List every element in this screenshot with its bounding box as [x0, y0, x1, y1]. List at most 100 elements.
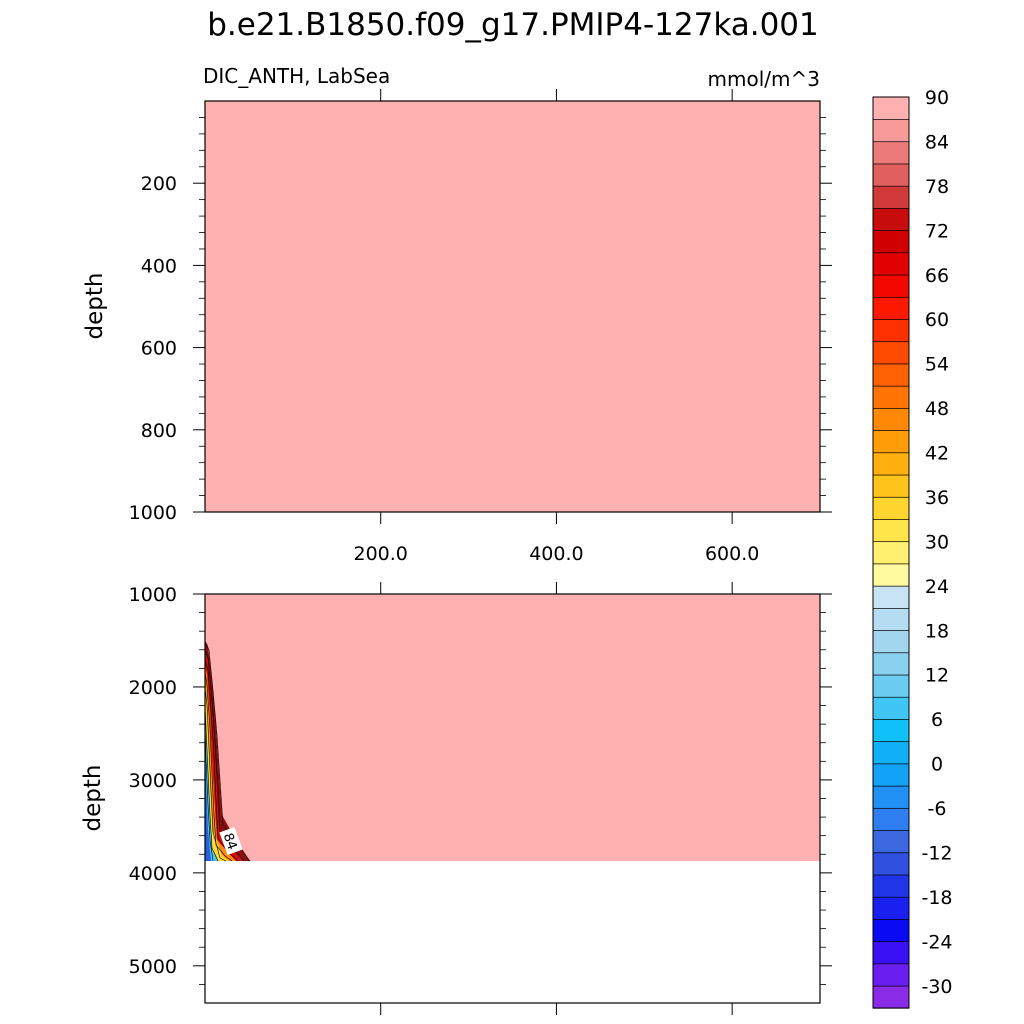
- colorbar-label: 18: [925, 620, 949, 642]
- colorbar-swatch: [872, 674, 910, 698]
- lower-ylabel: depth: [80, 765, 106, 832]
- colorbar-swatch: [872, 741, 910, 765]
- colorbar-swatch: [872, 341, 910, 365]
- upper-plot-fill: [205, 101, 820, 512]
- lower-ticks: 1000 2000 3000 4000 5000: [129, 582, 832, 1015]
- colorbar-swatch: [872, 296, 910, 320]
- colorbar-swatch: [872, 518, 910, 543]
- y-tick-label: 2000: [129, 677, 177, 699]
- lower-panel: 84 1000 2000 3000 4000 5000 depth: [80, 582, 832, 1015]
- colorbar: -30 -24 -18 -12 -6 0 6 12 18 24 30 36 42 48 54 60 66 72 78…: [872, 87, 953, 1009]
- colorbar-swatch: [872, 407, 910, 431]
- colorbar-swatch: [872, 585, 910, 609]
- y-tick-label: 3000: [129, 770, 177, 792]
- colorbar-swatch: [872, 763, 910, 787]
- colorbar-label: 30: [925, 531, 949, 553]
- colorbar-swatch: [872, 607, 910, 631]
- colorbar-swatch: [872, 829, 910, 854]
- colorbar-label: 90: [925, 87, 949, 109]
- upper-ylabel: depth: [82, 273, 108, 340]
- colorbar-swatch: [872, 452, 910, 476]
- contour-label-84: 84: [219, 826, 243, 856]
- contour-line: [205, 704, 219, 862]
- colorbar-swatch: [872, 274, 910, 298]
- lower-plot-frame: [204, 593, 821, 1004]
- colorbar-label: 36: [925, 487, 949, 509]
- colorbar-label: 66: [925, 265, 949, 287]
- colorbar-swatch: [872, 563, 910, 587]
- colorbar-label: 6: [931, 709, 943, 731]
- colorbar-label: 78: [925, 176, 949, 198]
- colorbar-swatch: [872, 629, 910, 654]
- contour-band-cyan: [205, 700, 218, 861]
- colorbar-label: -12: [921, 842, 952, 864]
- colorbar-label: 48: [925, 398, 949, 420]
- colorbar-swatch: [872, 940, 910, 965]
- colorbar-swatch: [872, 96, 910, 120]
- colorbar-swatch: [872, 874, 910, 898]
- colorbar-label: -30: [921, 976, 952, 998]
- colorbar-label: -6: [928, 798, 947, 820]
- colorbar-swatch: [872, 541, 910, 565]
- contour-line: [205, 687, 227, 862]
- colorbar-label: -24: [921, 931, 952, 953]
- colorbar-swatch: [872, 185, 910, 209]
- colorbar-swatch: [872, 807, 910, 831]
- y-tick-label: 600: [141, 338, 177, 360]
- colorbar-swatch: [872, 718, 910, 743]
- contour-band-yellow: [205, 680, 229, 861]
- colorbar-label: 60: [925, 309, 949, 331]
- colorbar-swatch: [872, 252, 910, 276]
- colorbar-swatch: [872, 363, 910, 387]
- contour-line: [205, 724, 214, 862]
- chart-title: b.e21.B1850.f09_g17.PMIP4-127ka.001: [207, 7, 819, 43]
- colorbar-swatch: [872, 474, 910, 498]
- contour-line: [205, 671, 233, 862]
- colorbar-label: 42: [925, 443, 949, 465]
- x-tick-label: 200.0: [354, 543, 408, 565]
- colorbar-swatch: [872, 229, 910, 254]
- colorbar-swatch: [872, 429, 910, 454]
- colorbar-swatch: [872, 652, 910, 676]
- colorbar-frame: [872, 96, 910, 1009]
- colorbar-swatch: [872, 852, 910, 876]
- x-tick-label: 600.0: [705, 543, 759, 565]
- colorbar-label: -18: [921, 887, 952, 909]
- y-tick-label: 400: [141, 255, 177, 277]
- colorbar-swatch: [872, 207, 910, 231]
- colorbar-swatch: [872, 141, 910, 165]
- colorbar-swatch: [872, 896, 910, 920]
- chart-units: mmol/m^3: [708, 67, 820, 91]
- colorbar-label: 84: [925, 131, 949, 153]
- colorbar-swatch: [872, 696, 910, 720]
- contour-band-orange: [205, 665, 236, 861]
- colorbar-swatch: [872, 163, 910, 187]
- upper-ticks: 200 400 600 800 1000 200.0 400.0 600.0: [129, 89, 832, 565]
- y-tick-label: 800: [141, 420, 177, 442]
- colorbar-label: 12: [925, 665, 949, 687]
- chart-subtitle-left: DIC_ANTH, LabSea: [203, 64, 390, 88]
- contour-band-blue: [205, 730, 211, 861]
- colorbar-label: 24: [925, 576, 949, 598]
- colorbar-label: 0: [931, 754, 943, 776]
- contour-label-text: 84: [220, 831, 240, 852]
- contour-label-bg: [219, 826, 243, 856]
- colorbar-label: 54: [925, 354, 949, 376]
- colorbar-swatch: [872, 785, 910, 809]
- colorbar-swatch: [872, 318, 910, 343]
- y-tick-label: 4000: [129, 863, 177, 885]
- colorbar-swatch: [872, 496, 910, 520]
- y-tick-label: 1000: [129, 584, 177, 606]
- colorbar-swatch: [872, 385, 910, 409]
- y-tick-label: 5000: [129, 956, 177, 978]
- y-tick-label: 1000: [129, 502, 177, 524]
- colorbar-swatch: [872, 985, 910, 1009]
- colorbar-label: 72: [925, 220, 949, 242]
- colorbar-swatch: [872, 118, 910, 143]
- x-tick-label: 400.0: [529, 543, 583, 565]
- upper-plot-frame: [204, 100, 821, 513]
- colorbar-swatch: [872, 918, 910, 942]
- y-tick-label: 200: [141, 173, 177, 195]
- lower-plot-fill: [205, 594, 820, 861]
